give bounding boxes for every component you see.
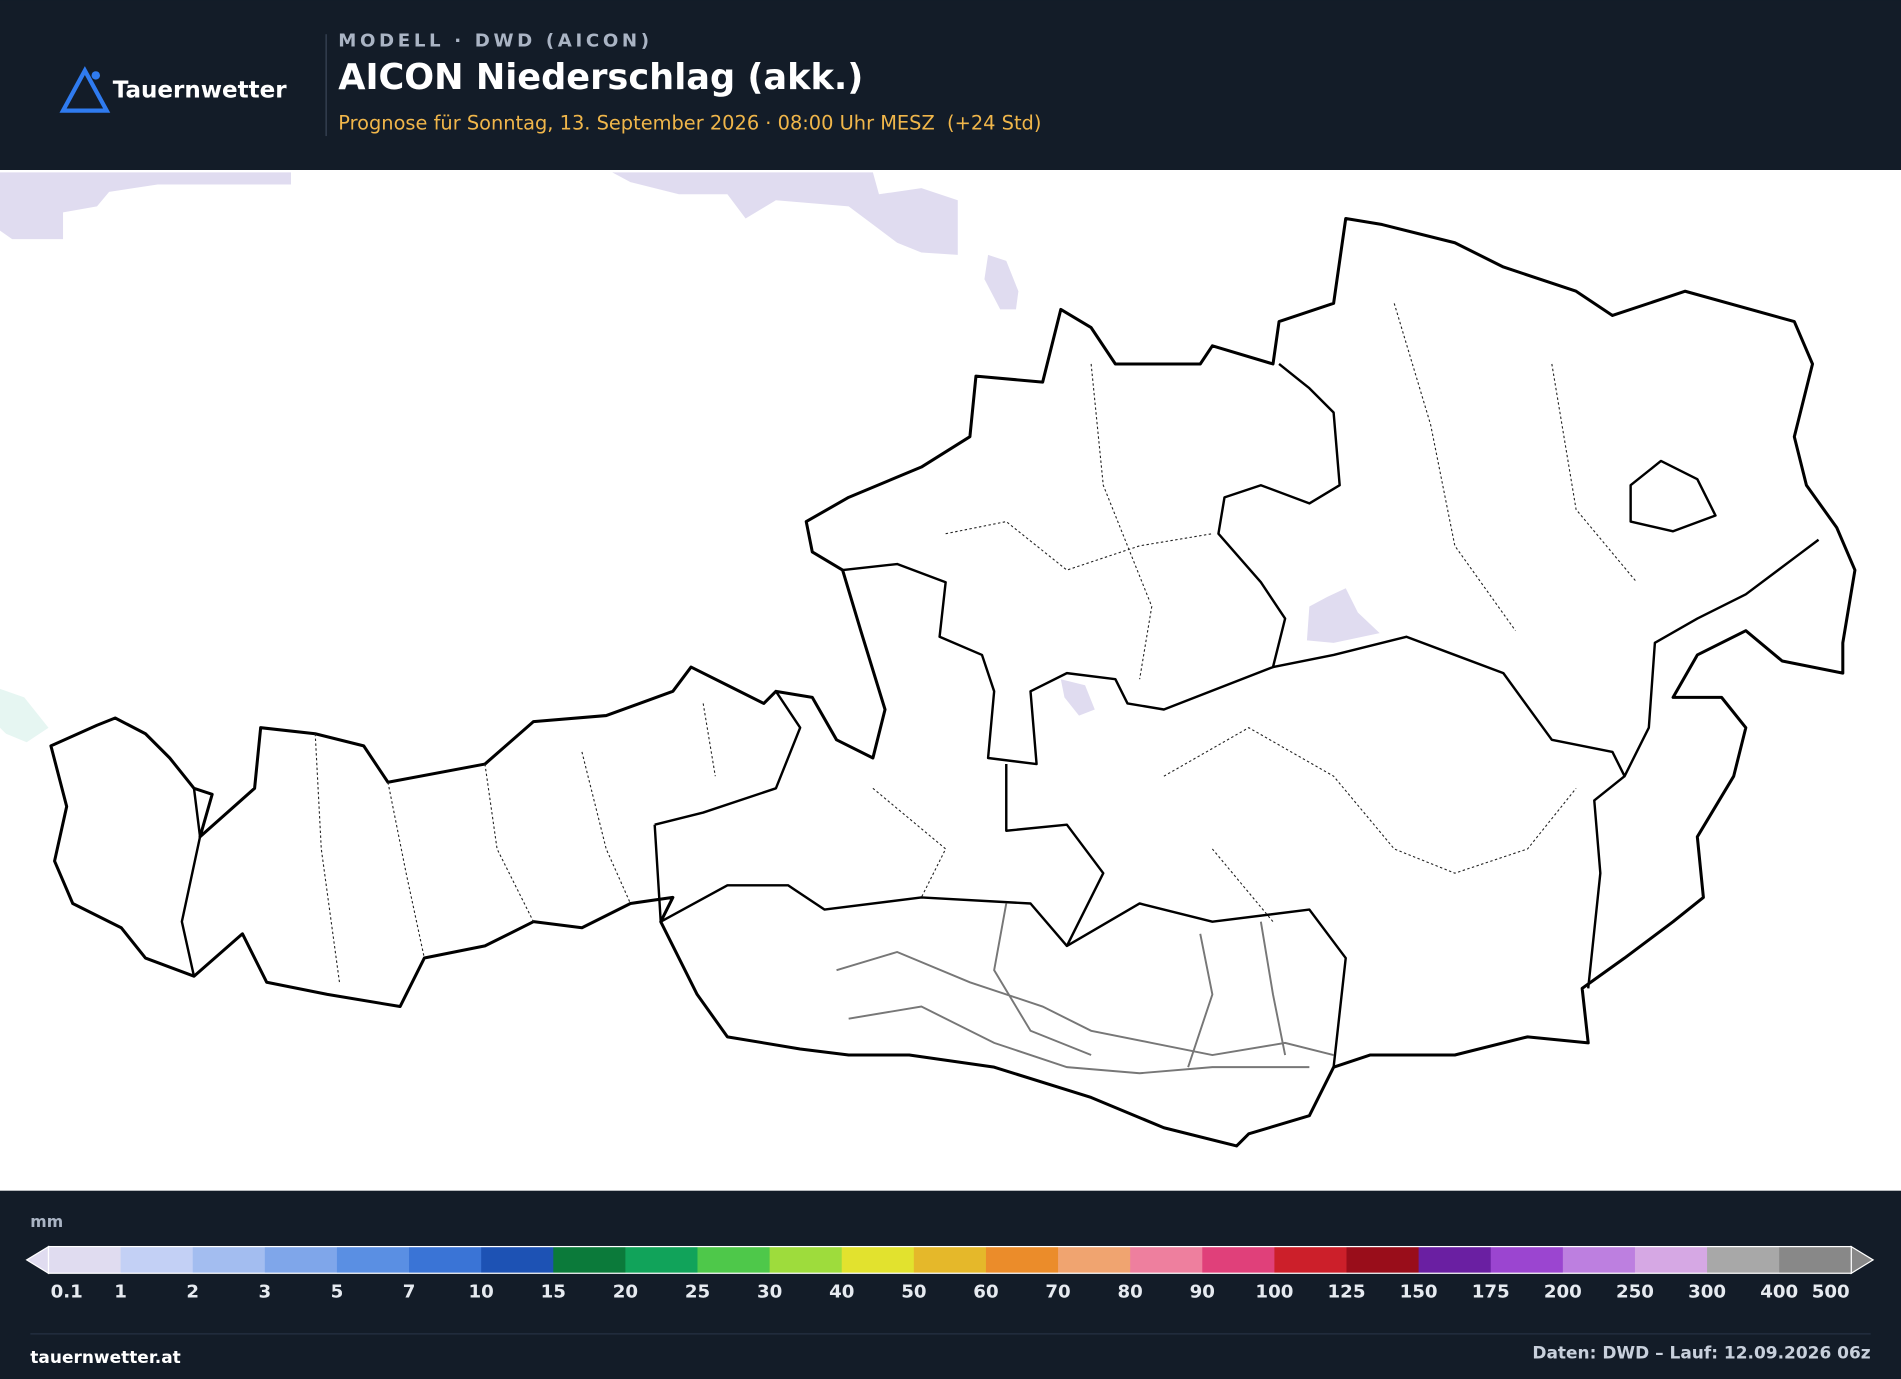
colorbar-frame xyxy=(47,1245,1852,1274)
state-border xyxy=(653,690,802,922)
legend-level-label: 20 xyxy=(613,1282,638,1303)
color-bin xyxy=(1634,1246,1708,1274)
legend-level-label: 500 xyxy=(1812,1282,1850,1303)
legend-level-label: 400 xyxy=(1760,1282,1798,1303)
color-bin xyxy=(481,1246,554,1274)
color-bin xyxy=(1346,1246,1420,1274)
color-bin xyxy=(1779,1246,1852,1274)
legend-level-label: 1 xyxy=(114,1282,127,1303)
color-bin xyxy=(1418,1246,1492,1274)
rivers xyxy=(836,903,1334,1075)
legend-level-label: 200 xyxy=(1544,1282,1582,1303)
river xyxy=(848,1005,1310,1075)
legend-level-label: 150 xyxy=(1400,1282,1438,1303)
state-border xyxy=(180,788,202,977)
color-bin xyxy=(985,1246,1059,1274)
legend-level-label: 175 xyxy=(1472,1282,1510,1303)
color-bin xyxy=(120,1246,194,1274)
kicker: MODELL · DWD (AICON) xyxy=(338,30,652,51)
legend-level-label: 70 xyxy=(1045,1282,1070,1303)
color-bin xyxy=(697,1246,771,1274)
state-border xyxy=(660,884,1347,1068)
color-bin xyxy=(409,1246,482,1274)
color-bin xyxy=(553,1246,626,1274)
legend-level-label: 25 xyxy=(685,1282,710,1303)
color-bin xyxy=(48,1246,122,1274)
footer-source: Daten: DWD – Lauf: 12.09.2026 06z xyxy=(1532,1343,1870,1363)
state-border xyxy=(1629,459,1717,533)
color-bin xyxy=(1274,1246,1348,1274)
legend-level-label: 125 xyxy=(1328,1282,1366,1303)
color-bin xyxy=(1058,1246,1131,1274)
color-bin xyxy=(625,1246,699,1274)
legend-level-label: 10 xyxy=(469,1282,494,1303)
logo-text: Tauernwetter xyxy=(113,78,287,104)
color-bin xyxy=(264,1246,338,1274)
title: AICON Niederschlag (akk.) xyxy=(338,57,863,98)
subtitle: Prognose für Sonntag, 13. September 2026… xyxy=(338,111,1041,134)
legend-level-label: 90 xyxy=(1190,1282,1215,1303)
district-borders xyxy=(314,303,1638,983)
legend-level-label: 0.1 xyxy=(51,1282,83,1303)
legend-level-label: 300 xyxy=(1688,1282,1726,1303)
precip-area xyxy=(984,254,1019,310)
legend-bar xyxy=(0,1190,1901,1379)
color-bin xyxy=(1490,1246,1564,1274)
precip-area xyxy=(0,688,49,743)
legend-level-label: 250 xyxy=(1616,1282,1654,1303)
state-border xyxy=(1587,775,1626,989)
state-border xyxy=(1005,764,1105,947)
legend-level-label: 5 xyxy=(331,1282,344,1303)
color-bin xyxy=(1130,1246,1203,1274)
logo-icon xyxy=(59,66,111,113)
state-border xyxy=(842,363,1341,766)
color-bin xyxy=(913,1246,987,1274)
legend-level-label: 30 xyxy=(757,1282,782,1303)
legend-unit: mm xyxy=(30,1212,63,1231)
logo[interactable]: Tauernwetter xyxy=(59,66,287,113)
color-bin xyxy=(192,1246,266,1274)
header-bar xyxy=(0,0,1901,170)
state-borders xyxy=(180,363,1820,1068)
legend-level-label: 100 xyxy=(1255,1282,1293,1303)
logo-dot xyxy=(91,71,101,80)
color-bin xyxy=(1202,1246,1276,1274)
color-bin xyxy=(1707,1246,1780,1274)
colorbar: 0.1 1 2 3 5 7 10 15 20 25 30 40 50 60 70 80 90 100 125 150 1… xyxy=(25,1245,1875,1303)
precip-area xyxy=(1306,588,1380,643)
legend-level-label: 3 xyxy=(259,1282,272,1303)
state-border xyxy=(1272,538,1820,778)
legend-level-label: 7 xyxy=(403,1282,416,1303)
legend-level-label: 60 xyxy=(973,1282,998,1303)
river xyxy=(836,950,1334,1057)
legend-level-label: 80 xyxy=(1118,1282,1143,1303)
legend-level-label: 50 xyxy=(901,1282,926,1303)
map-area xyxy=(0,169,1901,1191)
precip-area xyxy=(612,172,958,255)
legend-level-label: 40 xyxy=(829,1282,854,1303)
river xyxy=(993,903,1287,1068)
legend-level-label: 2 xyxy=(186,1282,199,1303)
district-border xyxy=(872,727,1577,923)
precip-area xyxy=(0,172,291,240)
color-bin xyxy=(1562,1246,1636,1274)
color-bin xyxy=(769,1246,843,1274)
footer-site: tauernwetter.at xyxy=(30,1348,180,1368)
color-bin xyxy=(336,1246,410,1274)
color-bin xyxy=(841,1246,915,1274)
district-border xyxy=(314,703,716,983)
legend-level-label: 15 xyxy=(541,1282,566,1303)
